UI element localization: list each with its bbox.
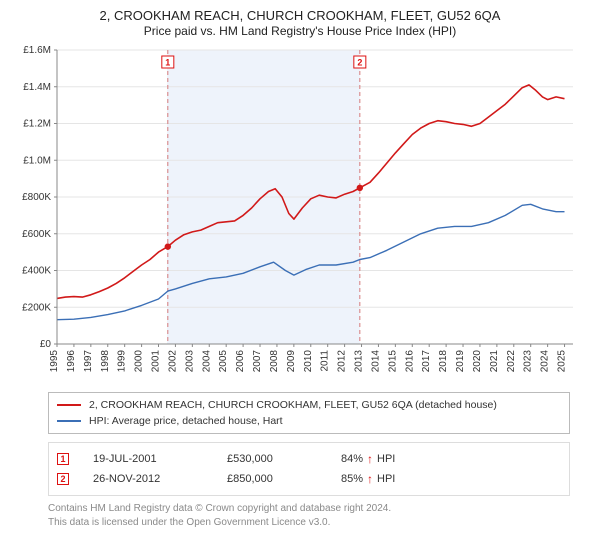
svg-text:2022: 2022 [506,350,517,373]
svg-text:2010: 2010 [303,350,314,373]
svg-text:2016: 2016 [404,350,415,373]
svg-text:2025: 2025 [557,350,568,373]
svg-text:2018: 2018 [438,350,449,373]
svg-text:2007: 2007 [252,350,263,373]
svg-text:£400K: £400K [22,266,51,277]
svg-text:£800K: £800K [22,192,51,203]
svg-text:1999: 1999 [117,350,128,373]
svg-text:£600K: £600K [22,229,51,240]
svg-text:2009: 2009 [286,350,297,373]
svg-text:£1.0M: £1.0M [23,155,51,166]
svg-text:2005: 2005 [218,350,229,373]
sale-row: 1 19-JUL-2001 £530,000 84%↑HPI [57,449,561,469]
sale-date: 26-NOV-2012 [93,469,203,489]
svg-text:2004: 2004 [201,350,212,373]
sale-price: £850,000 [227,469,317,489]
footer-attribution: Contains HM Land Registry data © Crown c… [48,502,570,530]
svg-text:1997: 1997 [83,350,94,373]
svg-text:2: 2 [357,58,362,68]
sale-row: 2 26-NOV-2012 £850,000 85%↑HPI [57,469,561,489]
svg-text:2012: 2012 [337,350,348,373]
svg-text:2003: 2003 [184,350,195,373]
arrow-up-icon: ↑ [367,469,373,489]
legend-item: 2, CROOKHAM REACH, CHURCH CROOKHAM, FLEE… [57,397,561,413]
legend-label: 2, CROOKHAM REACH, CHURCH CROOKHAM, FLEE… [89,397,497,413]
svg-text:2023: 2023 [523,350,534,373]
line-chart-svg: £0 £200K £400K £600K £800K £1.0M £1.2M £1.4M £1.… [15,44,585,384]
svg-text:2006: 2006 [235,350,246,373]
svg-text:2002: 2002 [167,350,178,373]
svg-text:2017: 2017 [421,350,432,373]
chart-subtitle: Price paid vs. HM Land Registry's House … [10,24,590,38]
chart-area: £0 £200K £400K £600K £800K £1.0M £1.2M £1.4M £1.… [15,44,585,384]
svg-text:2021: 2021 [489,350,500,373]
svg-text:2013: 2013 [354,350,365,373]
arrow-up-icon: ↑ [367,449,373,469]
svg-text:2008: 2008 [269,350,280,373]
svg-text:2020: 2020 [472,350,483,373]
sale-marker-icon: 1 [57,453,69,465]
legend-item: HPI: Average price, detached house, Hart [57,413,561,429]
svg-text:2024: 2024 [540,350,551,373]
sales-table: 1 19-JUL-2001 £530,000 84%↑HPI 2 26-NOV-2012 £… [48,442,570,496]
svg-text:£0: £0 [40,339,52,350]
legend: 2, CROOKHAM REACH, CHURCH CROOKHAM, FLEE… [48,392,570,434]
sale-hpi: 84%↑HPI [341,449,431,469]
footer-line-2: This data is licensed under the Open Gov… [48,516,570,530]
legend-label: HPI: Average price, detached house, Hart [89,413,283,429]
svg-text:£1.2M: £1.2M [23,119,51,130]
svg-text:2001: 2001 [151,350,162,373]
svg-text:£200K: £200K [22,302,51,313]
svg-text:2014: 2014 [370,350,381,373]
sale-marker-icon: 2 [57,473,69,485]
footer-line-1: Contains HM Land Registry data © Crown c… [48,502,570,516]
legend-swatch [57,404,81,406]
legend-swatch [57,420,81,422]
svg-text:1998: 1998 [100,350,111,373]
svg-text:2011: 2011 [320,350,331,372]
svg-text:2019: 2019 [455,350,466,373]
svg-text:£1.4M: £1.4M [23,82,51,93]
chart-container: 2, CROOKHAM REACH, CHURCH CROOKHAM, FLEE… [0,0,600,538]
svg-text:£1.6M: £1.6M [23,45,51,56]
sale-price: £530,000 [227,449,317,469]
svg-text:2000: 2000 [134,350,145,373]
sale-hpi: 85%↑HPI [341,469,431,489]
sale-date: 19-JUL-2001 [93,449,203,469]
svg-text:1995: 1995 [49,350,60,373]
svg-text:1: 1 [165,58,170,68]
svg-text:1996: 1996 [66,350,77,373]
svg-text:2015: 2015 [387,350,398,373]
chart-title: 2, CROOKHAM REACH, CHURCH CROOKHAM, FLEE… [10,8,590,23]
